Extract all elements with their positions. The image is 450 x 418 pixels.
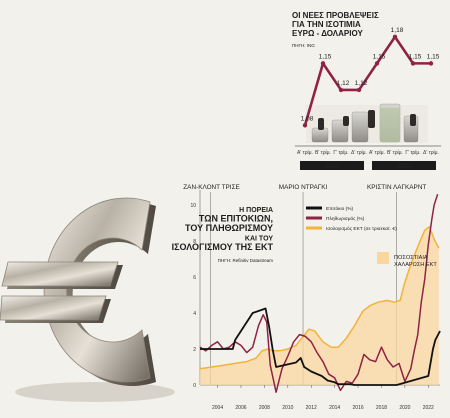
main-chart-title-line: Η ΠΟΡΕΙΑ (239, 207, 273, 214)
forecast-quarter-label: Β' τρίμ. (315, 150, 331, 156)
forecast-value-label: 1,15 (319, 53, 332, 60)
forecast-quarter-label: Γ' τρίμ. (405, 150, 420, 156)
year-bar (372, 161, 436, 170)
forecast-quarter-label: Α' τρίμ. (369, 150, 385, 156)
president-label: ΚΡΙΣΤΙΝ ΛΑΓΚΑΡΝΤ (367, 184, 426, 191)
president-label: ΖΑΝ-ΚΛΟΝΤ ΤΡΙΣΕ (183, 184, 240, 191)
balance-sheet-line (199, 225, 440, 370)
year-label: 2023 (325, 163, 340, 170)
forecast-point (392, 34, 398, 40)
x-tick-label: 2010 (282, 405, 293, 411)
top-chart-source: ΠΗΓΗ: ING (292, 43, 315, 48)
x-tick-label: 2020 (399, 405, 410, 411)
forecast-point (320, 61, 326, 66)
interest-rate-line (200, 307, 441, 386)
forecast-line (303, 35, 431, 126)
forecast-point (374, 61, 380, 66)
x-tick-label: 2018 (376, 405, 387, 411)
main-chart-source: ΠΗΓΗ: Refinitiv Datastream (218, 258, 273, 263)
forecast-quarter-label: Α' τρίμ. (297, 150, 313, 156)
x-tick-label: 2016 (352, 405, 363, 411)
forecast-value-label: 1,12 (355, 80, 368, 87)
y-tick-label: 10 (190, 203, 196, 209)
forecast-value-label: 1,12 (337, 80, 350, 87)
inflation-line (199, 193, 439, 393)
legend-area-label: ΠΟΣΟΣΤΙΑΙΑ (394, 255, 428, 261)
main-chart-title-line: ΤΟΥ ΠΛΗΘΩΡΙΣΜΟΥ (185, 223, 273, 233)
x-tick-label: 2014 (329, 405, 340, 411)
forecast-value-label: 1,15 (373, 53, 386, 60)
top-chart-title-line: ΟΙ ΝΕΕΣ ΠΡΟΒΛΕΨΕΙΣ (292, 11, 379, 20)
x-tick-label: 2022 (423, 405, 434, 411)
ecb-rates-inflation-balance-chart: 0 2 4 6 8 10 2004 2006 2008 2010 2012 2014 2016 2018 2… (172, 184, 441, 411)
forecast-value-label: 1,08 (301, 115, 314, 122)
y-tick-label: 0 (193, 383, 196, 389)
forecast-quarter-label: Δ' τρίμ. (423, 150, 439, 156)
forecast-point (302, 123, 308, 128)
forecast-point (410, 61, 416, 66)
y-tick-label: 2 (193, 347, 196, 353)
x-tick-label: 2004 (212, 405, 223, 411)
legend-label: Ισολογισμός ΕΚΤ (σε τρισεκατ. €) (326, 225, 397, 232)
forecast-quarter-label: Δ' τρίμ. (351, 150, 367, 156)
main-chart-title-line: ΚΑΙ ΤΟΥ (245, 236, 273, 243)
main-chart-title-line: ΙΣΟΛΟΓΙΣΜΟΥ ΤΗΣ ΕΚΤ (172, 242, 274, 252)
forecast-point (338, 87, 344, 93)
balance-sheet-area (200, 226, 439, 385)
forecast-value-label: 1,15 (409, 53, 422, 60)
year-label: 2024 (397, 163, 412, 170)
top-chart-title-line: ΓΙΑ ΤΗΝ ΙΣΟΤΙΜΙΑ (292, 20, 361, 29)
x-tick-label: 2012 (306, 405, 317, 411)
y-tick-label: 4 (193, 311, 196, 317)
euro-sign-illustration (0, 197, 175, 402)
forecast-quarter-label: Γ' τρίμ. (333, 150, 348, 156)
forecast-point (428, 61, 434, 66)
forecast-value-label: 1,15 (427, 53, 440, 60)
legend-area-label: ΧΑΛΑΡΩΣΗ ΕΚΤ (394, 262, 437, 268)
forecast-value-label: 1,18 (391, 27, 404, 34)
legend-label: Πληθωρισμός (%) (326, 215, 365, 222)
y-tick-label: 8 (193, 239, 196, 245)
forecast-point (356, 87, 362, 93)
main-chart-title-line: ΤΩΝ ΕΠΙΤΟΚΙΩΝ, (199, 214, 273, 224)
year-bar (300, 161, 364, 170)
president-label: ΜΑΡΙΟ ΝΤΡΑΓΚΙ (279, 184, 328, 191)
x-tick-label: 2008 (259, 405, 270, 411)
x-tick-label: 2006 (235, 405, 246, 411)
top-chart-title-line: ΕΥΡΩ - ΔΟΛΑΡΙΟΥ (292, 29, 363, 38)
forecast-quarter-label: Β' τρίμ. (387, 150, 403, 156)
legend-area-swatch (377, 252, 389, 264)
legend-label: Επιτόκιο (%) (326, 205, 353, 212)
coins-chess-illustration (306, 103, 428, 143)
y-tick-label: 6 (193, 275, 196, 281)
